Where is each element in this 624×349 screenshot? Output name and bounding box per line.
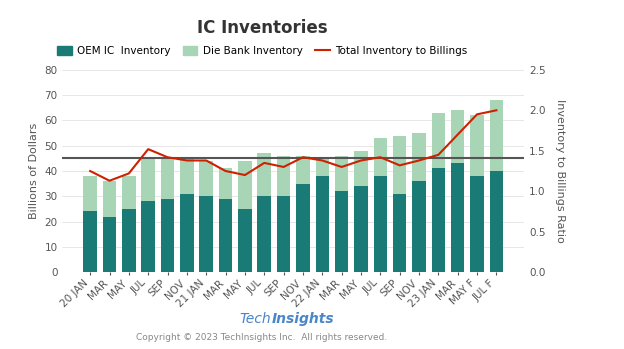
Bar [103, 181, 116, 216]
Bar [142, 158, 155, 201]
Bar [84, 211, 97, 272]
Bar [374, 138, 387, 176]
Bar [335, 156, 348, 191]
Bar [180, 194, 193, 272]
Bar [258, 153, 271, 196]
Bar [490, 171, 503, 272]
Y-axis label: Inventory to Billings Ratio: Inventory to Billings Ratio [555, 99, 565, 243]
Bar [432, 113, 445, 169]
Text: IC Inventories: IC Inventories [197, 19, 328, 37]
Bar [374, 176, 387, 272]
Bar [238, 161, 251, 209]
Bar [470, 115, 484, 176]
Legend: OEM IC  Inventory, Die Bank Inventory, Total Inventory to Billings: OEM IC Inventory, Die Bank Inventory, To… [53, 42, 471, 60]
Bar [238, 209, 251, 272]
Bar [316, 158, 329, 176]
Bar [277, 156, 290, 196]
Bar [200, 161, 213, 196]
Bar [451, 163, 464, 272]
Bar [296, 156, 310, 184]
Bar [354, 186, 368, 272]
Y-axis label: Billions of Dollars: Billions of Dollars [29, 123, 39, 219]
Bar [451, 110, 464, 163]
Bar [84, 176, 97, 211]
Bar [393, 135, 406, 194]
Bar [219, 199, 232, 272]
Bar [161, 199, 174, 272]
Bar [142, 201, 155, 272]
Bar [354, 151, 368, 186]
Bar [258, 196, 271, 272]
Bar [277, 196, 290, 272]
Text: Tech: Tech [240, 312, 271, 326]
Bar [316, 176, 329, 272]
Bar [122, 209, 135, 272]
Bar [490, 100, 503, 171]
Bar [470, 176, 484, 272]
Bar [200, 196, 213, 272]
Text: Insights: Insights [271, 312, 334, 326]
Bar [432, 169, 445, 272]
Bar [122, 176, 135, 209]
Bar [412, 181, 426, 272]
Bar [103, 216, 116, 272]
Bar [393, 194, 406, 272]
Text: Copyright © 2023 TechInsights Inc.  All rights reserved.: Copyright © 2023 TechInsights Inc. All r… [137, 333, 388, 342]
Bar [296, 184, 310, 272]
Bar [335, 191, 348, 272]
Bar [180, 158, 193, 194]
Bar [412, 133, 426, 181]
Bar [161, 158, 174, 199]
Bar [219, 169, 232, 199]
